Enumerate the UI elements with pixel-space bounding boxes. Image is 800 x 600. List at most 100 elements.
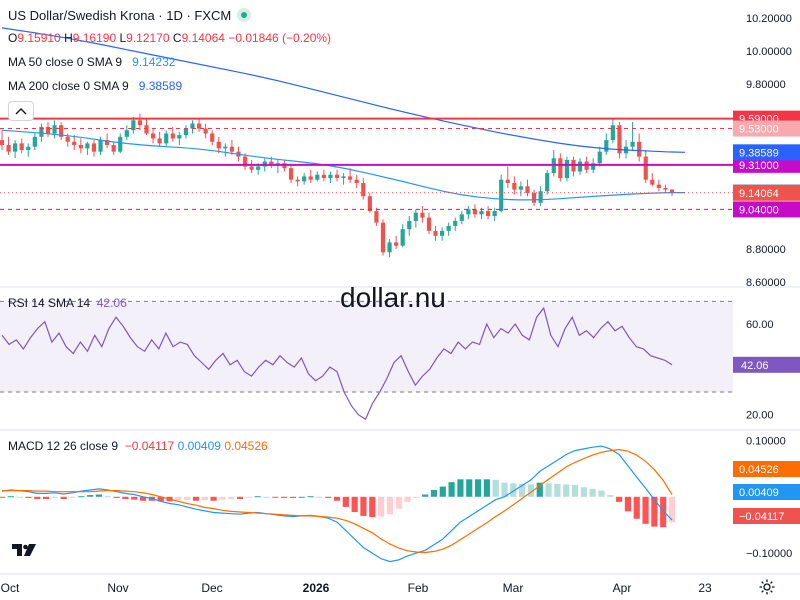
- macd-histogram-bar: [87, 495, 94, 497]
- candle-body: [223, 146, 228, 149]
- candle-body: [466, 209, 471, 215]
- candle-body: [315, 174, 320, 180]
- macd-histogram-bar: [184, 496, 191, 501]
- candle-body: [170, 133, 175, 139]
- collapse-legend-button[interactable]: [8, 101, 34, 121]
- rsi-label: RSI 14 SMA 14: [8, 296, 91, 310]
- candle-body: [407, 220, 412, 230]
- candle-body: [380, 222, 386, 253]
- macd-badge-label: 0.00409: [739, 487, 779, 499]
- macd-histogram-bar: [554, 483, 561, 497]
- candle-body: [413, 212, 418, 221]
- candle-body: [525, 186, 530, 193]
- candle-body: [610, 125, 615, 141]
- candle-body: [617, 125, 622, 154]
- candle-body: [52, 125, 57, 134]
- macd-legend[interactable]: MACD 12 26 close 9 −0.04117 0.00409 0.04…: [8, 438, 268, 454]
- macd-histogram-bar: [474, 479, 482, 497]
- macd-histogram-bar: [298, 496, 305, 498]
- candle-body: [485, 211, 491, 216]
- ma200-line: [1, 27, 686, 153]
- macd-histogram-bar: [263, 496, 270, 498]
- macd-histogram-bar: [281, 496, 288, 498]
- gear-icon[interactable]: [758, 578, 776, 596]
- macd-histogram-bar: [289, 496, 297, 498]
- macd-value: −0.04117: [124, 439, 175, 453]
- rsi-tick-label: 60.00: [746, 319, 774, 331]
- rsi-legend[interactable]: RSI 14 SMA 14 42.06: [8, 295, 127, 311]
- symbol-title[interactable]: US Dollar/Swedish Krona · 1D · FXCM: [8, 8, 232, 23]
- candle-body: [183, 128, 189, 136]
- symbol-title-row: US Dollar/Swedish Krona · 1D · FXCM: [8, 8, 252, 24]
- macd-histogram-bar: [342, 496, 349, 507]
- macd-pane[interactable]: [0, 445, 676, 563]
- signal-line: [2, 448, 673, 554]
- ohlc-low-value: 9.12170: [126, 31, 170, 45]
- candle-body: [531, 192, 537, 203]
- candle-body: [374, 211, 379, 223]
- macd-histogram-bar: [598, 490, 605, 497]
- candle-body: [249, 166, 254, 170]
- candle-body: [354, 179, 359, 183]
- macd-histogram-bar: [519, 483, 526, 497]
- macd-histogram-bar: [377, 496, 385, 517]
- candle-body: [91, 143, 97, 152]
- macd-histogram-bar: [563, 484, 570, 497]
- candle-body: [446, 225, 451, 231]
- candle-body: [13, 143, 18, 152]
- price-tick-label: 8.80000: [746, 244, 786, 256]
- macd-signal-value: 0.00409: [177, 439, 221, 453]
- time-axis[interactable]: Oct Nov Dec 2026 Feb Mar Apr 23: [1, 581, 712, 595]
- macd-histogram-bar: [395, 496, 402, 509]
- macd-badge-label: 0.04526: [739, 464, 779, 476]
- macd-histogram-bar: [651, 496, 658, 527]
- candle-body: [499, 179, 504, 212]
- candle-body: [65, 136, 70, 142]
- ma50-legend[interactable]: MA 50 close 0 SMA 9 9.14232: [8, 54, 175, 70]
- candle-body: [302, 176, 307, 182]
- macd-histogram-bar: [7, 496, 14, 498]
- ohlc-open-key: O: [8, 31, 18, 45]
- macd-histogram-bar: [113, 496, 120, 498]
- ohlc-open-value: 9.15910: [17, 31, 61, 45]
- candle-body: [308, 176, 313, 180]
- candle-body: [558, 158, 563, 179]
- rsi-pane[interactable]: [0, 300, 733, 421]
- macd-histogram-bar: [316, 496, 323, 498]
- macd-histogram-bar: [51, 496, 58, 498]
- time-tick-label: 2026: [303, 581, 330, 595]
- candle-body: [216, 141, 221, 149]
- ma50-value: 9.14232: [132, 55, 176, 69]
- macd-histogram-bar: [386, 496, 393, 515]
- macd-histogram-bar: [439, 486, 446, 497]
- macd-histogram-bar: [254, 496, 261, 498]
- macd-histogram-bar: [104, 496, 111, 498]
- candle-body: [26, 146, 31, 150]
- ma200-label: MA 200 close 0 SMA 9: [8, 79, 129, 93]
- candle-body: [643, 156, 648, 180]
- price-badge: [733, 120, 800, 137]
- ma200-value: 9.38589: [138, 79, 183, 93]
- ma200-legend[interactable]: MA 200 close 0 SMA 9 9.38589: [8, 78, 182, 94]
- candle-body: [150, 133, 156, 139]
- price-pane[interactable]: [0, 27, 733, 258]
- grid-lines: [0, 286, 800, 575]
- candle-body: [459, 214, 464, 221]
- time-tick-label: Dec: [201, 581, 222, 595]
- macd-histogram-bar: [369, 496, 376, 518]
- candle-body: [164, 133, 169, 144]
- price-axis[interactable]: 10.20000 10.00000 9.80000 8.80000 8.60000 9.5…: [733, 13, 800, 560]
- price-badge-label: 9.53000: [739, 124, 779, 136]
- macd-histogram-bar: [633, 496, 640, 519]
- macd-histogram-bar: [642, 496, 649, 524]
- candle-body: [19, 143, 24, 150]
- macd-histogram-bar: [360, 496, 367, 516]
- candle-body: [591, 163, 596, 170]
- macd-histogram-bar: [272, 496, 279, 498]
- tradingview-logo-icon[interactable]: [10, 540, 38, 560]
- time-tick-label: Mar: [503, 581, 524, 595]
- macd-histogram-bar: [236, 496, 244, 500]
- candle-body: [367, 196, 372, 212]
- candle-body: [0, 140, 5, 146]
- macd-histogram-bar: [616, 496, 623, 502]
